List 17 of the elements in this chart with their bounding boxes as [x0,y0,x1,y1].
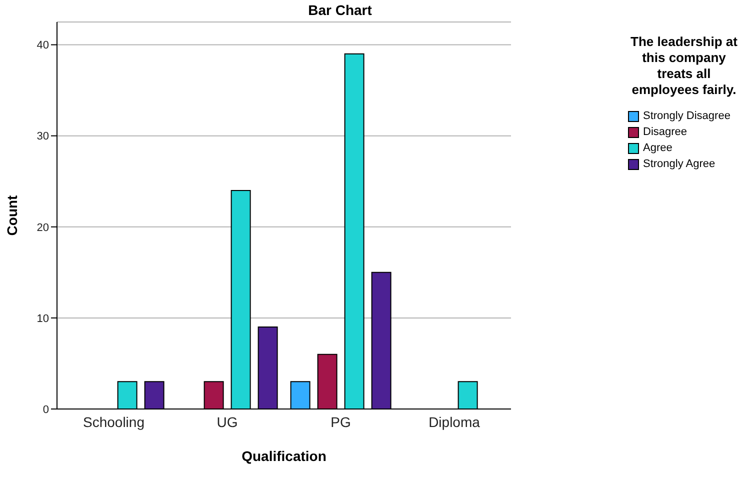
x-tick-label: Diploma [428,414,480,430]
y-tick-label: 10 [36,312,49,325]
x-tick-label: UG [216,414,238,430]
x-tick-label: PG [330,414,351,430]
chart-title: Bar Chart [307,2,373,18]
legend-label: Disagree [643,126,688,138]
x-tick-label: Schooling [83,414,144,430]
legend-label: Strongly Agree [643,158,716,170]
y-axis-title: Count [4,194,20,236]
y-tick-label: 30 [36,130,49,143]
y-tick-label: 20 [36,222,49,234]
y-tick-label: 0 [42,404,49,416]
x-axis-title: Qualification [242,448,326,464]
legend-label: Strongly Disagree [643,110,730,122]
legend-title: The leadership at this company treats all employees fairly. [630,34,738,98]
legend-label: Agree [643,142,672,154]
y-tick-label: 40 [36,40,49,52]
